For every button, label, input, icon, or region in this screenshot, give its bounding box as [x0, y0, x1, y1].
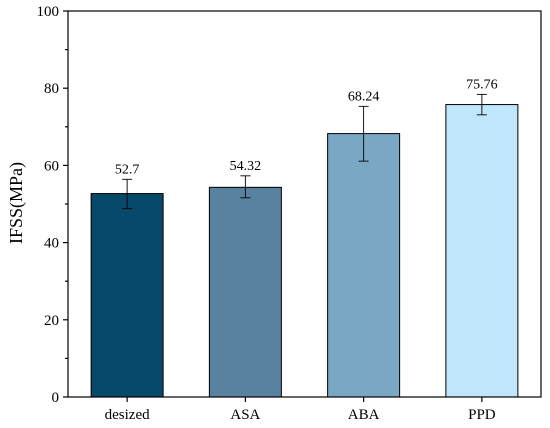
y-tick-label-100: 100 [37, 4, 60, 20]
y-tick-label-20: 20 [44, 313, 59, 329]
bar-asa [208, 186, 282, 398]
y-tick-label-40: 40 [44, 236, 59, 252]
data-label-aba: 68.24 [348, 89, 380, 104]
y-tick-label-60: 60 [44, 158, 59, 174]
plot-frame [67, 10, 542, 398]
axes-layer: desized ASA ABA PPD 0 20 40 60 80 100 [37, 4, 542, 423]
y-tick-label-80: 80 [44, 81, 59, 97]
data-label-ppd: 75.76 [466, 77, 498, 92]
data-labels-layer: 52.7 54.32 68.24 75.76 [115, 77, 498, 177]
data-label-desized: 52.7 [115, 162, 140, 177]
bar-aba [327, 133, 401, 398]
bars-layer [90, 104, 519, 398]
x-tick-label-asa: ASA [230, 407, 260, 423]
data-label-asa: 54.32 [230, 159, 262, 174]
x-tick-label-ppd: PPD [468, 407, 496, 423]
error-bars-layer [122, 93, 487, 210]
y-tick-label-0: 0 [52, 390, 60, 406]
bar-desized [90, 193, 164, 398]
y-axis-title: IFSS(MPa) [6, 162, 27, 244]
x-tick-label-desized: desized [105, 407, 150, 423]
bar-ppd [445, 104, 519, 398]
x-tick-label-aba: ABA [348, 407, 380, 423]
